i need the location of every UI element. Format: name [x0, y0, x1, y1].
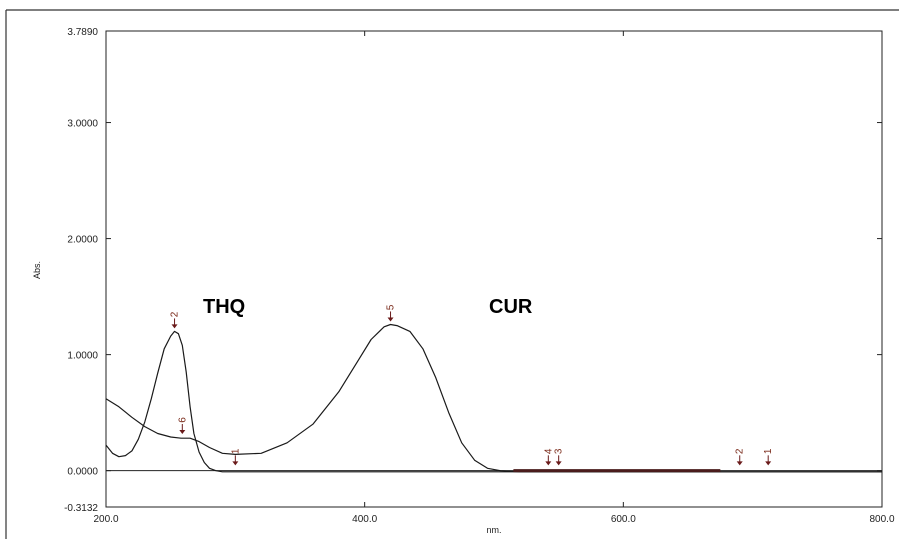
peak-markers: 2 6 1 5 4 3 2 1	[170, 304, 774, 466]
label-thq: THQ	[203, 296, 245, 318]
x-tick-label: 800.0	[869, 514, 894, 525]
y-tick-label: 0.0000	[67, 467, 98, 478]
y-tick-label: 2.0000	[67, 235, 98, 246]
peak-marker: 2	[735, 448, 746, 466]
spectrum-series-1	[105, 330, 882, 473]
spectrum-series-2	[105, 323, 882, 473]
peak-marker-label: 4	[543, 448, 554, 454]
peak-marker: 6	[177, 417, 188, 435]
peak-marker: 2	[170, 311, 181, 329]
plot-area	[105, 30, 883, 508]
x-tick-label: 200.0	[93, 514, 118, 525]
peak-marker-label: 2	[170, 311, 181, 317]
peak-marker-label: 1	[763, 448, 774, 454]
y-tick-label: 3.0000	[67, 119, 98, 130]
peak-marker: 1	[763, 448, 774, 466]
y-tick-label: 1.0000	[67, 351, 98, 362]
peak-marker: 1	[230, 448, 241, 466]
y-tick-label: 3.7890	[67, 27, 98, 38]
peak-marker-label: 6	[177, 417, 188, 423]
peak-marker-label: 2	[735, 448, 746, 454]
peak-marker-label: 1	[230, 448, 241, 454]
peak-marker-label: 5	[386, 304, 397, 310]
series-layer	[105, 323, 882, 473]
peak-marker: 5	[386, 304, 397, 322]
x-tick-labels: 200.0 400.0 600.0 800.0	[93, 514, 894, 525]
x-tick-label: 600.0	[611, 514, 636, 525]
peak-marker: 3	[554, 448, 565, 466]
x-tick-label: 400.0	[352, 514, 377, 525]
label-cur: CUR	[489, 296, 533, 318]
axis-tick-marks	[105, 30, 883, 508]
x-axis-title: nm.	[486, 525, 501, 535]
peak-marker-label: 3	[554, 448, 565, 454]
outer-frame	[5, 9, 899, 539]
y-tick-labels: 3.7890 3.0000 2.0000 1.0000 0.0000 -0.3132	[64, 27, 98, 514]
y-tick-label: -0.3132	[64, 503, 98, 514]
peak-marker: 4	[543, 448, 554, 466]
y-axis-title: Abs.	[32, 261, 42, 279]
